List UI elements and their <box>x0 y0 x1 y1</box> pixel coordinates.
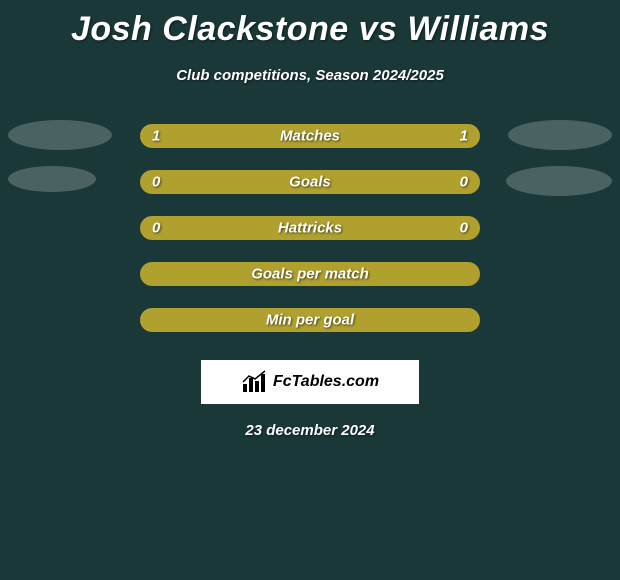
stat-label: Goals per match <box>251 266 369 283</box>
left-ellipse <box>8 166 96 192</box>
stat-label: Goals <box>289 174 331 191</box>
right-ellipse <box>508 120 612 150</box>
page-subtitle: Club competitions, Season 2024/2025 <box>0 67 620 84</box>
stat-label: Min per goal <box>266 312 354 329</box>
stat-label: Matches <box>280 128 340 145</box>
stat-row: Matches 1 1 <box>0 124 620 170</box>
stat-row: Hattricks 0 0 <box>0 216 620 262</box>
date-label: 23 december 2024 <box>0 422 620 439</box>
stat-bar: Goals per match <box>140 262 480 286</box>
stat-right-value: 0 <box>460 220 468 237</box>
stat-bar: Hattricks 0 0 <box>140 216 480 240</box>
stat-left-value: 1 <box>152 128 160 145</box>
right-ellipse <box>506 166 612 196</box>
page-title: Josh Clackstone vs Williams <box>0 0 620 49</box>
stat-row: Min per goal <box>0 308 620 354</box>
stat-right-value: 0 <box>460 174 468 191</box>
stat-bar: Matches 1 1 <box>140 124 480 148</box>
brand-text: FcTables.com <box>273 373 379 391</box>
stat-label: Hattricks <box>278 220 342 237</box>
stat-row: Goals per match <box>0 262 620 308</box>
stat-right-value: 1 <box>460 128 468 145</box>
left-ellipse <box>8 120 112 150</box>
stat-left-value: 0 <box>152 174 160 191</box>
stat-bar: Goals 0 0 <box>140 170 480 194</box>
chart-icon <box>241 370 269 394</box>
stat-row: Goals 0 0 <box>0 170 620 216</box>
stat-left-value: 0 <box>152 220 160 237</box>
stat-bar: Min per goal <box>140 308 480 332</box>
brand-logo-box: FcTables.com <box>201 360 419 404</box>
stats-rows: Matches 1 1 Goals 0 0 Hattricks 0 0 Goals per mat… <box>0 124 620 354</box>
